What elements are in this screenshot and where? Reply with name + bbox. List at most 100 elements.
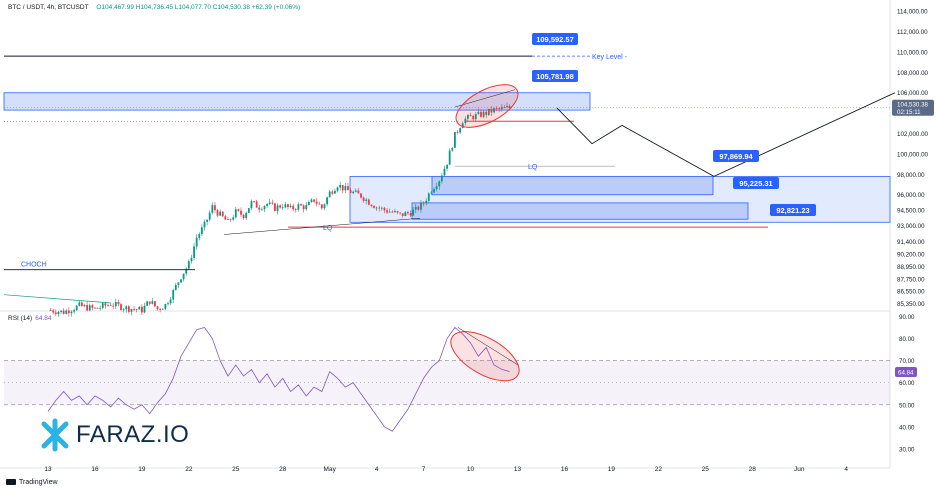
- tradingview-footer[interactable]: TradingView: [6, 479, 58, 486]
- candle-body: [169, 299, 172, 304]
- candle-body: [323, 204, 326, 209]
- rsi-name: RSI (14): [8, 315, 33, 322]
- candle-body: [347, 186, 349, 191]
- supply-demand-zone: [411, 202, 749, 220]
- candle-body: [268, 202, 271, 204]
- price-tick: 91,400.00: [897, 239, 925, 246]
- candle-body: [227, 218, 229, 220]
- candle-body: [240, 210, 242, 215]
- candle-body: [146, 301, 149, 306]
- candle-body: [83, 304, 86, 307]
- candle-body: [443, 168, 446, 176]
- candle-body: [289, 205, 292, 208]
- candle-body: [67, 310, 70, 314]
- candle-body: [99, 307, 102, 309]
- candle-body: [409, 213, 412, 216]
- candle-body: [307, 202, 310, 206]
- level-label-text: 95,225.31: [739, 179, 772, 188]
- candle-body: [255, 201, 258, 208]
- candle-body: [164, 304, 167, 309]
- candle-body: [159, 309, 162, 310]
- candle-body: [237, 209, 240, 211]
- candle-body: [461, 123, 464, 129]
- candle-body: [334, 190, 336, 194]
- candle-body: [167, 303, 169, 305]
- candle-body: [216, 210, 219, 216]
- candle-body: [391, 211, 394, 213]
- candle-body: [73, 310, 75, 312]
- candle-body: [435, 186, 438, 190]
- candle-body: [500, 107, 503, 109]
- candle-body: [187, 261, 190, 269]
- candle-body: [49, 310, 52, 311]
- time-tick: 22: [655, 466, 663, 473]
- candle-body: [125, 306, 128, 310]
- level-labels: Key Level - LQ LQ CHOCH 109,592.57 105,781.98…: [21, 33, 816, 269]
- candle-body: [120, 304, 122, 310]
- time-tick: 16: [561, 466, 569, 473]
- candle-body: [70, 311, 73, 314]
- candle-body: [386, 210, 388, 213]
- candle-body: [414, 206, 417, 210]
- candle-body: [221, 211, 224, 217]
- candle-body: [224, 216, 227, 220]
- candle-body: [276, 205, 279, 211]
- candle-body: [454, 132, 456, 148]
- watermark-text: FARAZ.IO: [76, 421, 190, 448]
- candle-body: [433, 189, 435, 193]
- candle-body: [109, 305, 112, 306]
- candle-body: [154, 301, 156, 307]
- candle-body: [362, 197, 365, 201]
- candle-body: [172, 289, 175, 300]
- rsi-tick: 80.00: [899, 336, 915, 343]
- candle-body: [422, 202, 425, 204]
- candle-body: [206, 219, 209, 222]
- zones: [3, 92, 891, 223]
- faraz-logo-icon: [41, 418, 69, 452]
- candle-body: [143, 305, 146, 313]
- trendline-high: [454, 89, 516, 108]
- candle-body: [412, 209, 415, 216]
- rsi-tick: 70.00: [899, 358, 915, 365]
- candle-body: [151, 301, 154, 304]
- last-price-tag: [892, 99, 934, 116]
- candle-body: [370, 204, 373, 207]
- candle-body: [182, 273, 185, 280]
- candle-body: [352, 191, 355, 194]
- price-tick: 110,000.00: [897, 49, 928, 56]
- time-tick: 13: [44, 466, 52, 473]
- candle-body: [459, 128, 462, 133]
- candle-body: [200, 227, 203, 235]
- candle-body: [375, 207, 378, 209]
- supply-demand-zone: [3, 92, 591, 111]
- candle-body: [313, 199, 315, 202]
- time-tick: Jun: [794, 466, 805, 473]
- candle-body: [480, 111, 482, 117]
- candle-body: [315, 201, 318, 204]
- price-tick: 102,000.00: [897, 131, 929, 138]
- candle-body: [127, 306, 130, 312]
- candle-body: [94, 307, 96, 309]
- candle-body: [52, 310, 55, 313]
- candle-body: [404, 212, 407, 217]
- candle-body: [407, 212, 409, 214]
- candle-body: [438, 181, 441, 187]
- candle-body: [91, 305, 94, 308]
- candle-body: [112, 305, 115, 307]
- supply-demand-zone: [431, 175, 714, 196]
- candle-body: [354, 190, 357, 192]
- candle-body: [114, 301, 117, 307]
- candle-body: [417, 206, 420, 210]
- grid: [0, 0, 891, 469]
- time-tick: 28: [749, 466, 757, 473]
- lq-label-low: LQ: [323, 225, 333, 232]
- candle-body: [451, 147, 454, 151]
- price-tick: 87,750.00: [897, 276, 925, 283]
- candle-body: [101, 303, 104, 308]
- candle-body: [130, 309, 133, 312]
- candle-body: [344, 186, 347, 191]
- time-tick: 4: [844, 466, 848, 473]
- ohlc-readout: O104,467.99 H104,736.45 L104,077.70 C104…: [96, 4, 301, 11]
- candle-body: [487, 108, 490, 115]
